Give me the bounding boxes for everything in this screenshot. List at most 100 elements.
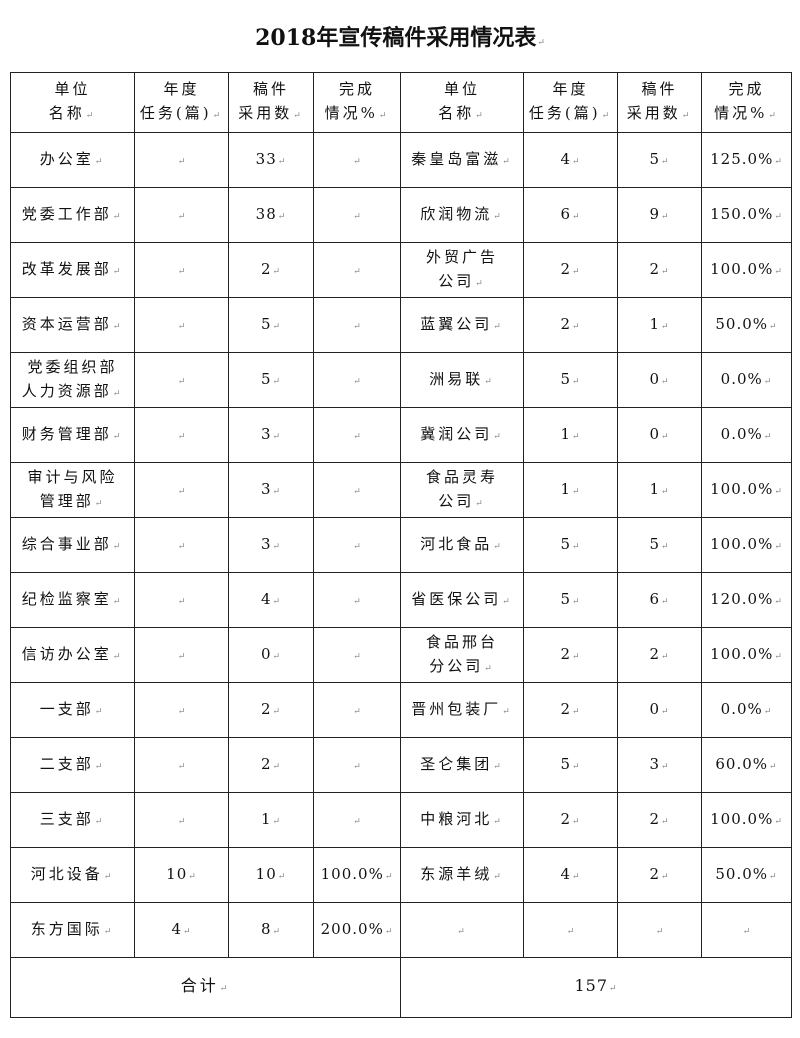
right-adopted-count-cell: 9 [617, 187, 702, 243]
manuscript-adoption-table: 单位 名称年度 任务(篇)稿件 采用数完成 情况%单位 名称年度 任务(篇)稿件… [10, 72, 792, 1018]
right-unit-name-cell: 洲易联 [400, 352, 524, 408]
header-completion-rate: 完成 情况% [313, 72, 401, 133]
completion-rate-value [352, 315, 362, 333]
completion-rate-value: 100.0% [710, 480, 783, 498]
completion-rate-value [352, 645, 362, 663]
left-unit-name-cell: 三支部 [10, 792, 135, 848]
adopted-count-value: 5 [649, 535, 669, 553]
completion-rate-value [352, 480, 362, 498]
right-annual-task-cell: 2 [523, 242, 618, 298]
completion-rate-value: 100.0% [710, 535, 783, 553]
left-completion-rate-cell [313, 352, 401, 408]
adopted-count-value: 2 [649, 810, 669, 828]
annual-task-value [177, 810, 187, 828]
left-adopted-count-cell: 33 [228, 132, 314, 188]
right-unit-name-cell: 圣仑集团 [400, 737, 524, 793]
adopted-count-value: 2 [649, 645, 669, 663]
unit-name-value: 洲易联 [429, 370, 495, 388]
unit-name-value: 蓝翼公司 [420, 315, 504, 333]
right-adopted-count-cell: 3 [617, 737, 702, 793]
adopted-count-value: 2 [261, 755, 281, 773]
adopted-count-value: 1 [649, 315, 669, 333]
total-label: 合计 [181, 976, 231, 995]
left-adopted-count-cell: 2 [228, 682, 314, 738]
left-annual-task-cell [134, 737, 229, 793]
adopted-count-value: 3 [649, 755, 669, 773]
annual-task-value: 1 [560, 480, 580, 498]
completion-rate-value: 100.0% [710, 260, 783, 278]
right-annual-task-cell: 1 [523, 407, 618, 463]
right-completion-rate-cell: 0.0% [701, 352, 792, 408]
header-annual-task: 年度 任务(篇) [523, 72, 618, 133]
table-row: 一支部 2 晋州包装厂 2 0 0.0% [10, 682, 792, 738]
right-adopted-count-cell: 2 [617, 242, 702, 298]
adopted-count-value: 4 [261, 590, 281, 608]
left-adopted-count-cell: 5 [228, 352, 314, 408]
left-annual-task-cell [134, 187, 229, 243]
unit-name-value: 一支部 [40, 700, 106, 718]
table-row: 党委组织部 人力资源部 5 洲易联 5 0 0.0% [10, 352, 792, 408]
header-unit-name: 单位 名称 [400, 72, 524, 133]
left-adopted-count-cell: 38 [228, 187, 314, 243]
header-adopted-count: 稿件 采用数 [617, 72, 702, 133]
annual-task-value: 2 [560, 700, 580, 718]
right-completion-rate-cell: 120.0% [701, 572, 792, 628]
right-unit-name-cell: 食品邢台 分公司 [400, 627, 524, 683]
table-row: 改革发展部 2 外贸广告 公司 2 2 100.0% [10, 242, 792, 298]
annual-task-value: 2 [560, 645, 580, 663]
unit-name-value: 资本运营部 [22, 315, 124, 333]
right-completion-rate-cell: 50.0% [701, 297, 792, 353]
left-annual-task-cell [134, 462, 229, 518]
completion-rate-value: 50.0% [715, 865, 777, 883]
annual-task-value [177, 425, 187, 443]
completion-rate-value: 50.0% [715, 315, 777, 333]
right-unit-name-cell: 省医保公司 [400, 572, 524, 628]
left-adopted-count-cell: 3 [228, 407, 314, 463]
annual-task-value [177, 645, 187, 663]
annual-task-value: 10 [166, 865, 197, 883]
right-annual-task-cell: 6 [523, 187, 618, 243]
adopted-count-value: 0 [649, 425, 669, 443]
table-row: 办公室 33 秦皇岛富滋 4 5 125.0% [10, 132, 792, 188]
right-completion-rate-cell: 0.0% [701, 682, 792, 738]
adopted-count-value: 2 [649, 865, 669, 883]
left-adopted-count-cell: 3 [228, 517, 314, 573]
unit-name-value: 二支部 [40, 755, 106, 773]
left-completion-rate-cell [313, 737, 401, 793]
left-unit-name-cell: 信访办公室 [10, 627, 135, 683]
left-annual-task-cell [134, 682, 229, 738]
annual-task-value: 2 [560, 810, 580, 828]
left-completion-rate-cell [313, 132, 401, 188]
header-label: 年度 任务(篇) [529, 80, 612, 122]
annual-task-value [177, 260, 187, 278]
left-completion-rate-cell [313, 242, 401, 298]
right-unit-name-cell: 欣润物流 [400, 187, 524, 243]
left-annual-task-cell [134, 517, 229, 573]
left-annual-task-cell [134, 407, 229, 463]
left-completion-rate-cell [313, 517, 401, 573]
table-row: 三支部 1 中粮河北 2 2 100.0% [10, 792, 792, 848]
annual-task-value [177, 315, 187, 333]
adopted-count-value: 0 [261, 645, 281, 663]
left-adopted-count-cell: 2 [228, 242, 314, 298]
right-unit-name-cell: 东源羊绒 [400, 847, 524, 903]
left-adopted-count-cell: 8 [228, 902, 314, 958]
right-annual-task-cell: 5 [523, 572, 618, 628]
right-completion-rate-cell: 60.0% [701, 737, 792, 793]
annual-task-value: 5 [560, 535, 580, 553]
annual-task-value [177, 590, 187, 608]
table-row: 审计与风险 管理部 3 食品灵寿 公司 1 1 100.0% [10, 462, 792, 518]
right-adopted-count-cell: 2 [617, 627, 702, 683]
right-completion-rate-cell: 100.0% [701, 242, 792, 298]
left-completion-rate-cell [313, 407, 401, 463]
completion-rate-value [352, 590, 362, 608]
annual-task-value [177, 150, 187, 168]
right-completion-rate-cell: 100.0% [701, 517, 792, 573]
left-annual-task-cell: 4 [134, 902, 229, 958]
left-completion-rate-cell [313, 627, 401, 683]
left-unit-name-cell: 二支部 [10, 737, 135, 793]
completion-rate-value: 120.0% [710, 590, 783, 608]
header-label: 完成 情况% [325, 80, 390, 122]
table-row: 资本运营部 5 蓝翼公司 2 1 50.0% [10, 297, 792, 353]
unit-name-value: 三支部 [40, 810, 106, 828]
